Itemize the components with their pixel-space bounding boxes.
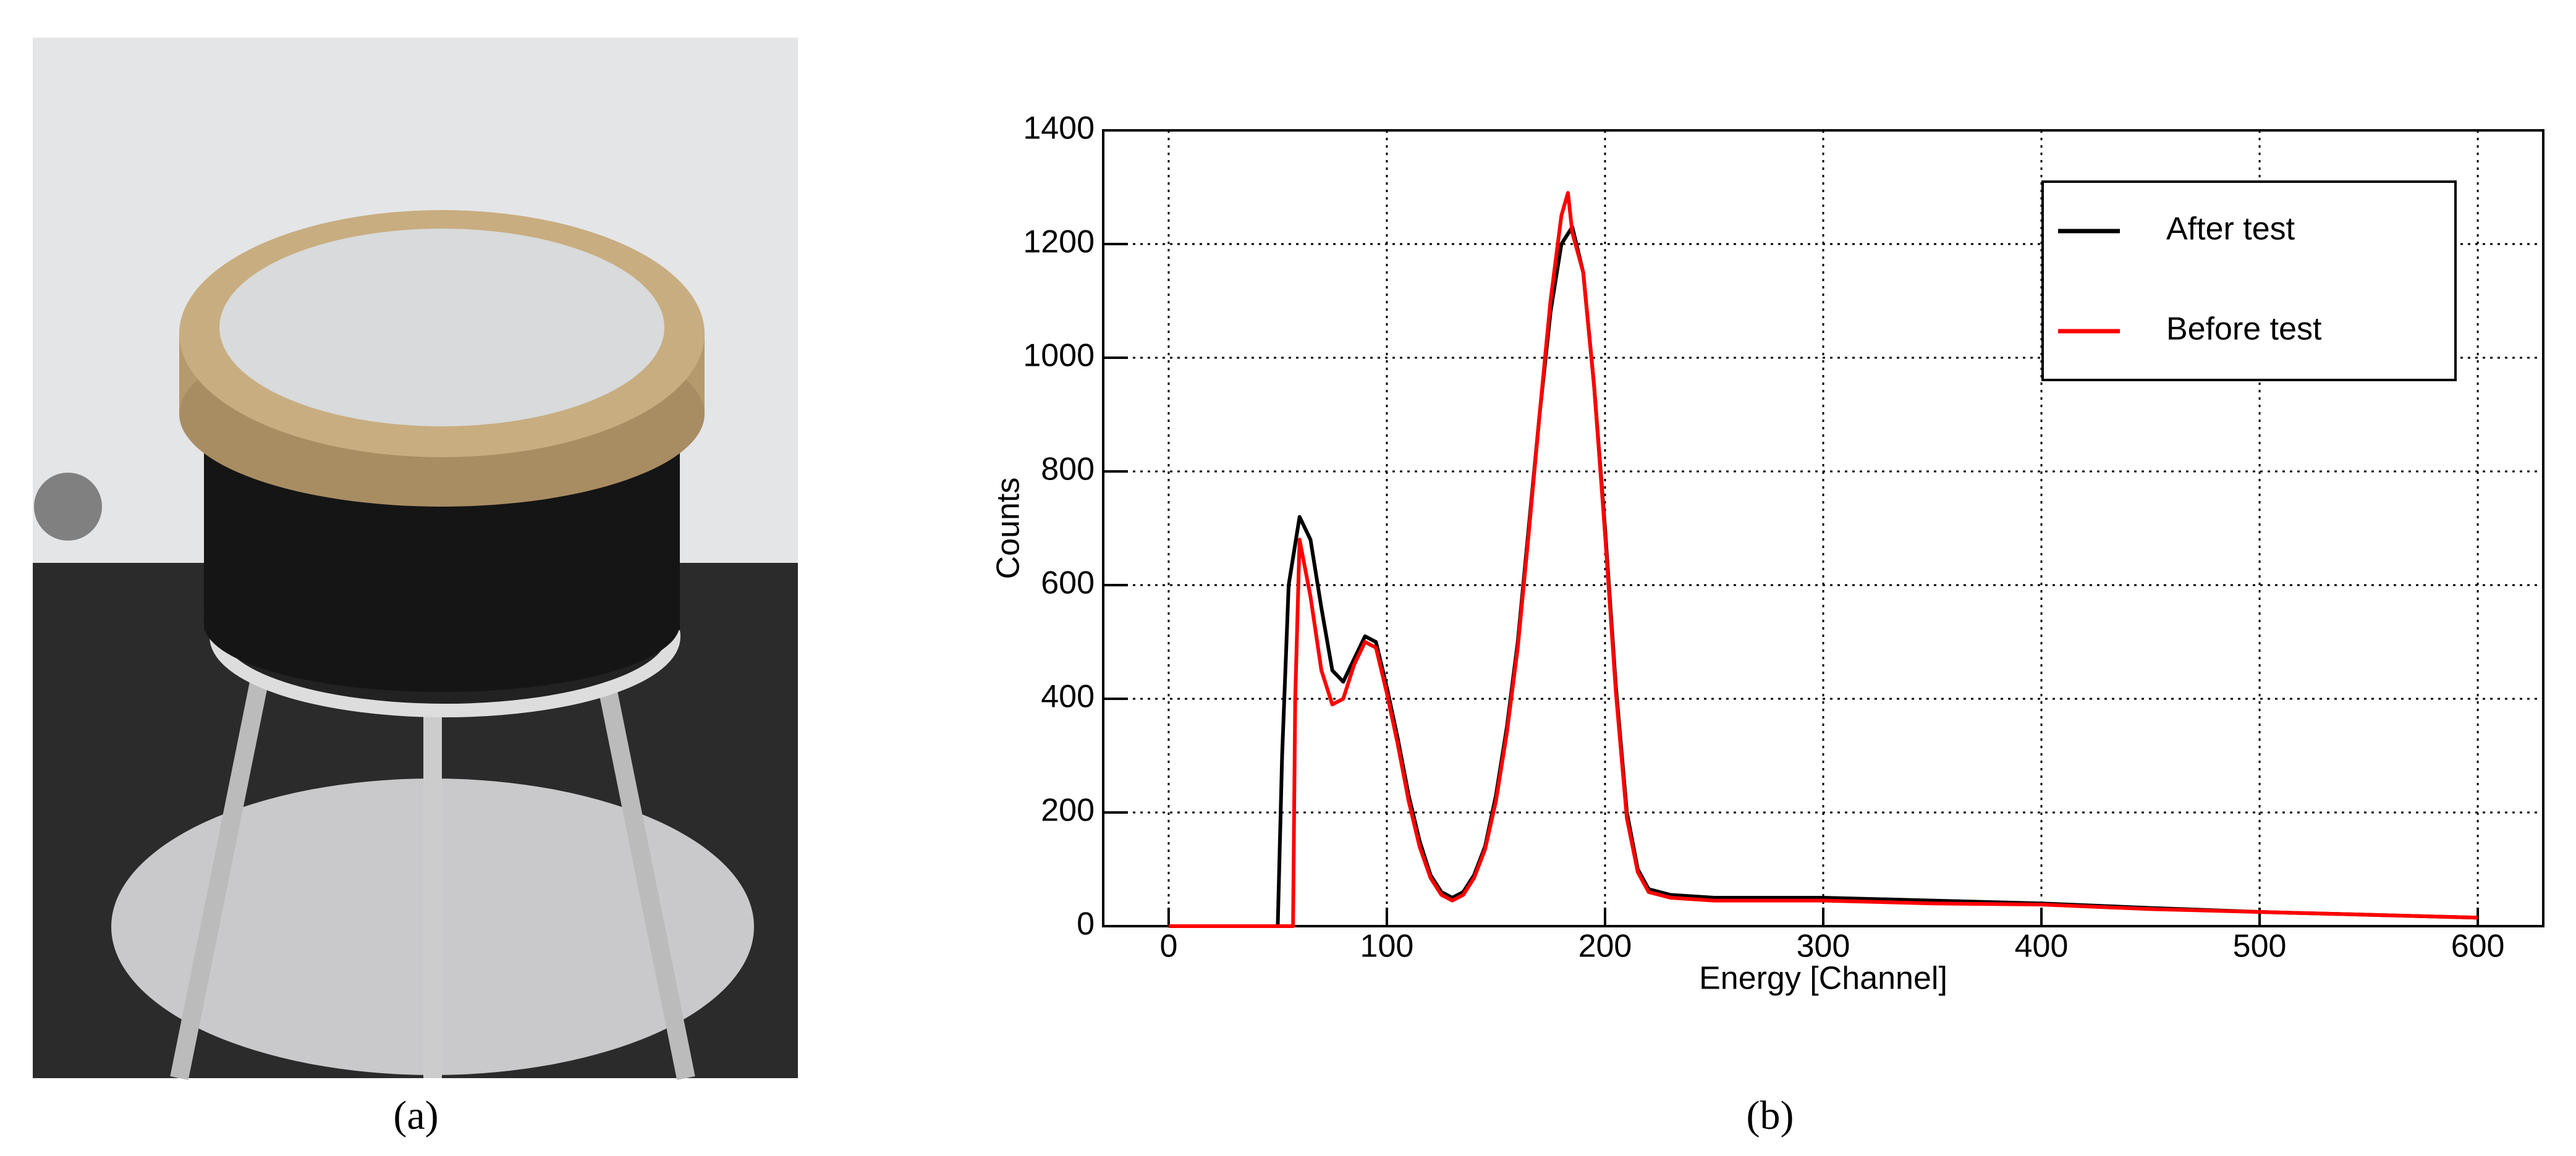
x-tick-label: 400 (2015, 929, 2069, 964)
legend-label: After test (2166, 211, 2295, 247)
x-tick-label: 0 (1159, 929, 1177, 964)
y-tick-label: 1000 (1023, 338, 1095, 374)
y-tick-label: 1400 (1023, 111, 1095, 146)
y-tick-label: 200 (1041, 793, 1095, 829)
y-tick-label: 0 (1077, 906, 1095, 942)
photo-caption: (a) (393, 1093, 438, 1138)
legend-box (2041, 180, 2457, 381)
plot-frame (1102, 129, 2544, 927)
y-tick-label: 1200 (1023, 224, 1095, 260)
x-tick-label: 300 (1797, 929, 1850, 964)
photo-cylinder-base (204, 556, 680, 692)
x-tick-label: 500 (2233, 929, 2287, 964)
photo (33, 38, 798, 1080)
series-line (1168, 191, 2478, 928)
y-tick-label: 800 (1041, 452, 1095, 487)
legend-label: Before test (2166, 311, 2322, 347)
photo-leg (596, 678, 695, 1080)
y-tick-label: 600 (1041, 565, 1095, 601)
x-tick-label: 200 (1578, 929, 1632, 964)
y-axis-label: Counts (991, 478, 1027, 580)
photo-arrow-button (34, 473, 102, 541)
x-tick-label: 600 (2451, 929, 2505, 964)
x-axis-label: Energy [Channel] (1699, 961, 1947, 997)
photo-window (219, 229, 664, 426)
y-tick-label: 400 (1041, 679, 1095, 715)
x-tick-label: 100 (1360, 929, 1414, 964)
chart-caption: (b) (1747, 1093, 1794, 1138)
photo-leg (170, 678, 269, 1080)
